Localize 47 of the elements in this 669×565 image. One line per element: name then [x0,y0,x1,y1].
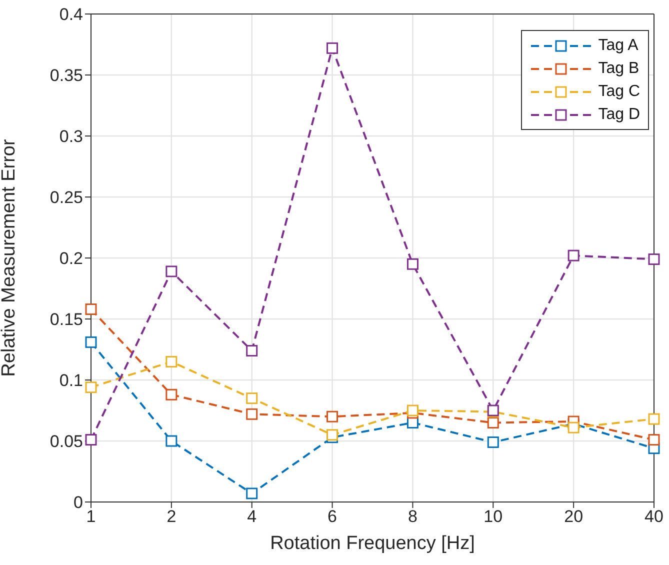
point [85,303,97,315]
x-tick-label: 1 [86,507,96,526]
point [85,434,97,446]
x-tick-label: 8 [408,507,418,526]
point [85,382,97,394]
y-tick-label: 0.3 [59,127,83,146]
x-axis-title: Rotation Frequency [Hz] [270,533,475,554]
point [406,404,418,416]
y-tick-label: 0.15 [50,310,83,330]
legend-label: Tag B [598,59,640,79]
legend-label: Tag A [598,36,638,56]
point [166,435,178,447]
point [246,488,258,500]
point [568,250,580,262]
point [406,258,418,270]
point [166,356,178,368]
x-tick-label: 4 [247,507,257,526]
point [326,429,338,441]
y-tick-label: 0.2 [59,249,83,268]
point [648,434,660,446]
y-tick-label: 0.4 [59,5,83,24]
point [326,42,338,54]
point [487,436,499,448]
y-tick-label: 0.25 [50,188,83,208]
y-tick-label: 0.1 [59,371,83,390]
y-axis-title: Relative Measurement Error [0,138,20,377]
point [246,344,258,356]
point [166,388,178,400]
point [166,266,178,278]
legend-label: Tag C [598,82,640,102]
x-tick-label: 2 [166,507,176,526]
x-tick-label: 40 [644,507,664,526]
y-tick-label: 0.35 [50,66,83,86]
x-tick-label: 10 [484,507,503,526]
legend-label: Tag D [598,105,640,125]
y-tick-label: 0 [74,493,83,512]
point [648,253,660,265]
y-tick-label: 0.05 [50,432,83,452]
point [648,413,660,425]
point [568,422,580,434]
point [326,410,338,422]
point [85,336,97,348]
point [246,392,258,404]
x-tick-label: 6 [328,507,338,526]
x-tick-label: 20 [564,507,584,526]
point [487,416,499,428]
point [246,408,258,420]
